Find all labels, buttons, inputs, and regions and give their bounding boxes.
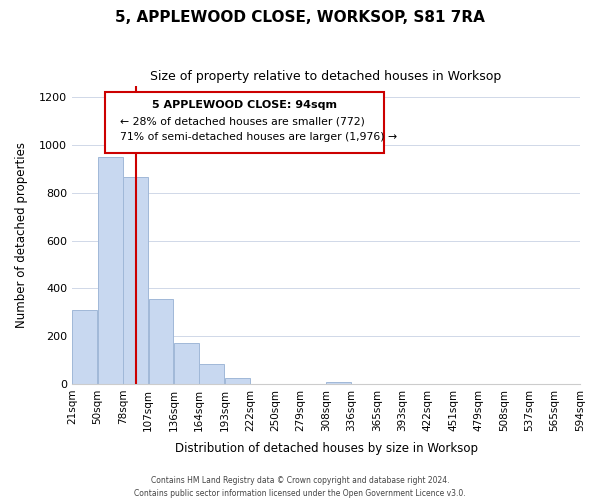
Bar [174, 344, 199, 384]
Text: 71% of semi-detached houses are larger (1,976) →: 71% of semi-detached houses are larger (… [121, 132, 397, 142]
Bar [199, 364, 224, 384]
Bar [225, 378, 250, 384]
FancyBboxPatch shape [105, 92, 385, 152]
Text: Contains HM Land Registry data © Crown copyright and database right 2024.
Contai: Contains HM Land Registry data © Crown c… [134, 476, 466, 498]
Bar [149, 299, 173, 384]
Bar [73, 310, 97, 384]
Text: ← 28% of detached houses are smaller (772): ← 28% of detached houses are smaller (77… [121, 116, 365, 126]
Bar [123, 178, 148, 384]
X-axis label: Distribution of detached houses by size in Worksop: Distribution of detached houses by size … [175, 442, 478, 455]
Bar [326, 382, 351, 384]
Y-axis label: Number of detached properties: Number of detached properties [15, 142, 28, 328]
Text: 5 APPLEWOOD CLOSE: 94sqm: 5 APPLEWOOD CLOSE: 94sqm [152, 100, 337, 110]
Title: Size of property relative to detached houses in Worksop: Size of property relative to detached ho… [151, 70, 502, 83]
Text: 5, APPLEWOOD CLOSE, WORKSOP, S81 7RA: 5, APPLEWOOD CLOSE, WORKSOP, S81 7RA [115, 10, 485, 25]
Bar [98, 157, 122, 384]
